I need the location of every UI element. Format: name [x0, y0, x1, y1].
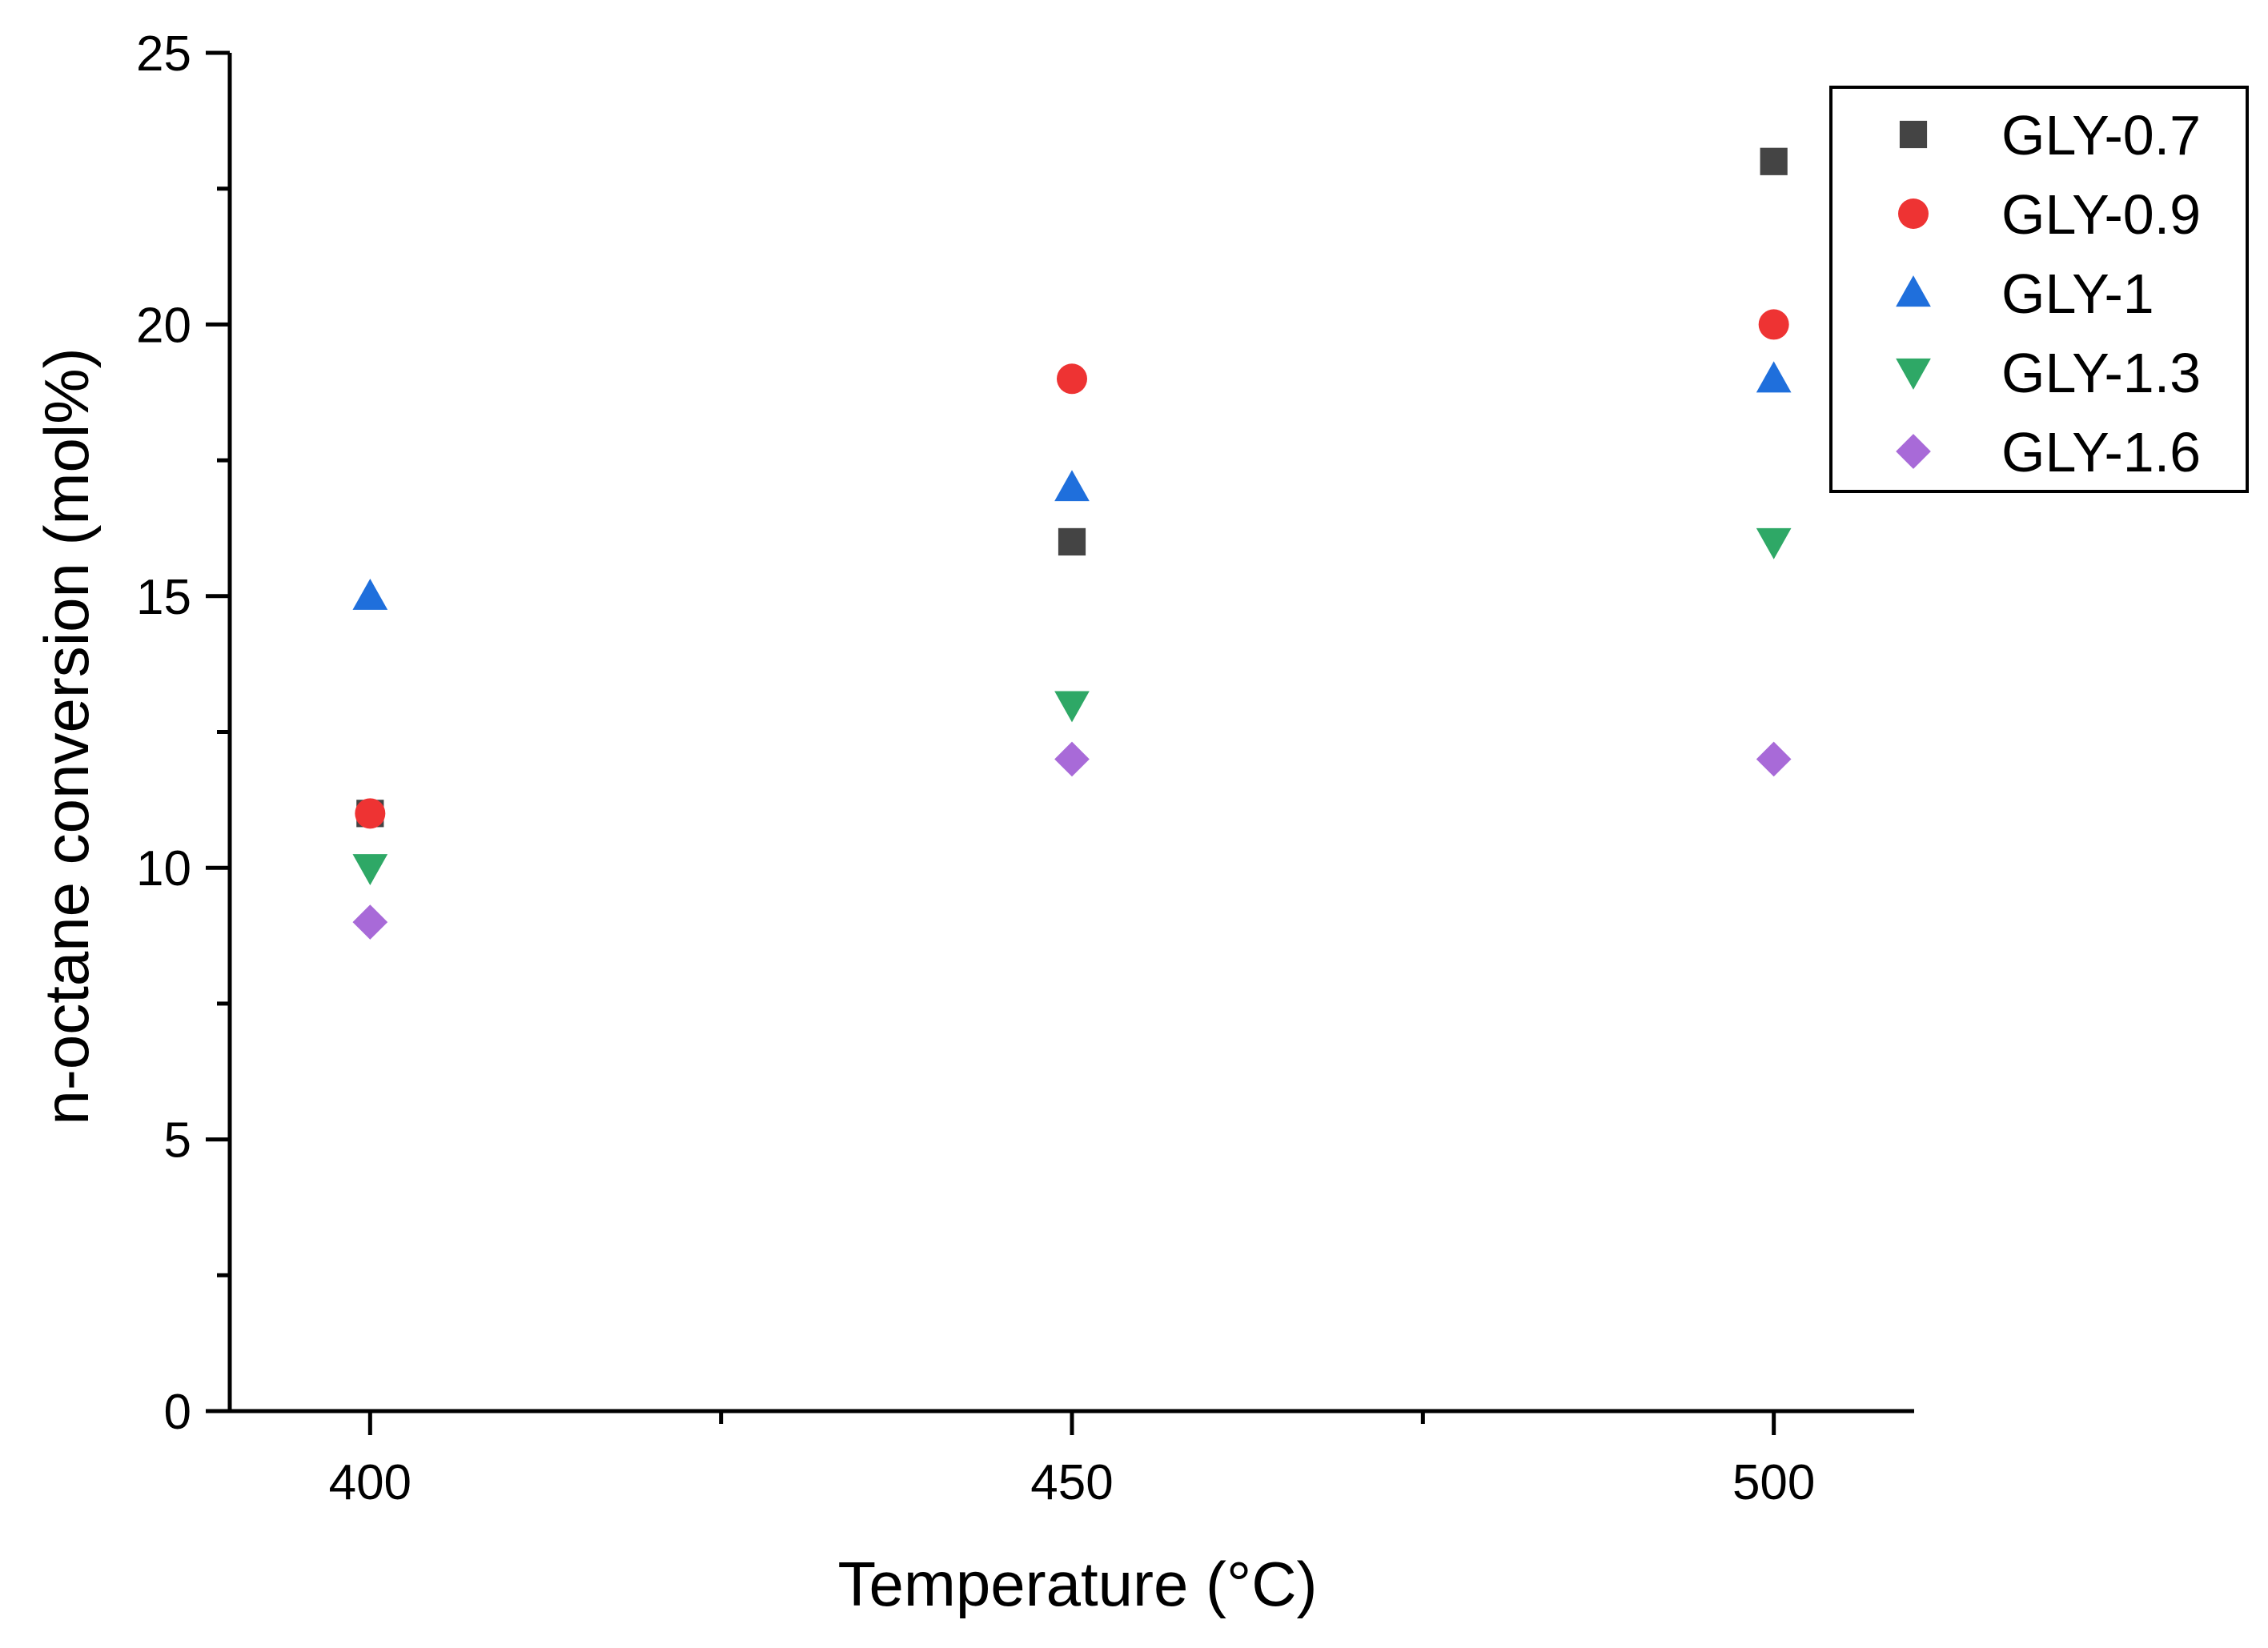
data-point — [1756, 361, 1792, 393]
data-point — [352, 854, 388, 886]
legend-marker — [1898, 198, 1929, 229]
data-point — [1758, 309, 1789, 340]
y-tick-label: 5 — [164, 1113, 191, 1169]
y-tick-label: 10 — [136, 841, 191, 896]
legend-items: GLY-0.7 GLY-0.9 GLY-1 GLY-1.3 GLY-1.6 — [1896, 104, 2201, 483]
x-axis-label: Temperature (°C) — [837, 1549, 1317, 1619]
series-gly-1 — [352, 361, 1792, 610]
legend-item: GLY-0.9 — [1898, 183, 2201, 246]
legend-item: GLY-0.7 — [1899, 104, 2201, 166]
data-point — [1756, 741, 1792, 777]
legend-label: GLY-0.9 — [2001, 183, 2201, 246]
legend-item: GLY-1.6 — [1896, 421, 2201, 483]
x-tick-label: 400 — [329, 1455, 411, 1510]
data-point — [1756, 527, 1792, 559]
data-markers — [352, 147, 1792, 940]
data-point — [1057, 363, 1087, 395]
series-gly-0-9 — [355, 309, 1789, 829]
y-tick-label: 0 — [164, 1385, 191, 1440]
legend-label: GLY-0.7 — [2001, 104, 2201, 166]
y-tick-label: 25 — [136, 26, 191, 82]
data-point — [355, 798, 386, 829]
axes: 0 5 10 15 20 25 400 450 500 — [136, 26, 1914, 1510]
data-point — [1058, 527, 1086, 556]
legend-marker — [1896, 358, 1931, 390]
data-point — [1760, 147, 1788, 175]
y-axis-label: n-octane conversion (mol%) — [31, 347, 102, 1125]
y-tick-label: 15 — [136, 570, 191, 625]
legend-label: GLY-1 — [2001, 263, 2154, 325]
data-point — [352, 578, 388, 610]
legend-marker — [1899, 120, 1928, 149]
data-point — [352, 904, 388, 940]
data-point — [1054, 741, 1090, 777]
series-gly-1-3 — [352, 527, 1792, 886]
legend-item: GLY-1.3 — [1896, 342, 2201, 404]
x-tick-label: 500 — [1732, 1455, 1815, 1510]
legend-box — [1829, 86, 2249, 493]
legend-label: GLY-1.3 — [2001, 342, 2201, 404]
legend-item: GLY-1 — [1896, 263, 2154, 325]
legend: GLY-0.7 GLY-0.9 GLY-1 GLY-1.3 GLY-1.6 — [1829, 86, 2249, 493]
x-tick-label: 450 — [1030, 1455, 1113, 1510]
data-point — [1054, 470, 1090, 502]
legend-marker — [1896, 434, 1931, 469]
legend-marker — [1896, 275, 1931, 307]
data-point — [1054, 691, 1090, 723]
legend-label: GLY-1.6 — [2001, 421, 2201, 483]
series-gly-1-6 — [352, 741, 1792, 940]
y-tick-label: 20 — [136, 298, 191, 353]
